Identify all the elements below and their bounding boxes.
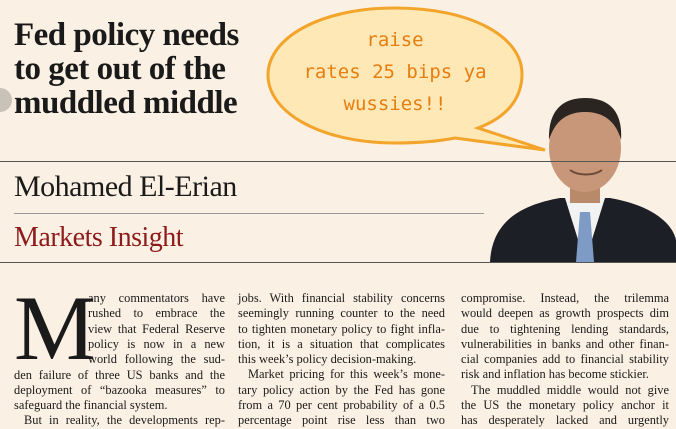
headline-line: Fed policy needs	[14, 17, 239, 53]
text-line: policy is now in a new	[88, 336, 225, 351]
rule	[0, 262, 676, 263]
text-line: cial companies add to financial stabilit…	[461, 352, 669, 367]
text-line: from a 70 per cent probability of a 0.5	[238, 398, 445, 413]
text-line: But in reality, the developments rep-	[24, 413, 225, 428]
text-line: compromise. Instead, the trilemma	[461, 291, 669, 305]
text-line: would deepen as growth prospects dim	[461, 306, 669, 321]
text-line: world following the sud-	[88, 352, 225, 367]
text-line: vulnerabilities in banks and other finan…	[461, 336, 669, 351]
headline: Fed policy needs to get out of the muddl…	[14, 18, 239, 120]
rule	[0, 161, 676, 162]
headline-line: to get out of the	[14, 51, 226, 87]
text-line: Market pricing for this week’s mone-	[248, 367, 445, 382]
bubble-text: raise rates 25 bips ya wussies!!	[280, 24, 510, 120]
rule	[14, 213, 484, 214]
text-line: the US the monetary policy anchor it	[461, 398, 669, 413]
text-line: this week’s policy decision-making.	[238, 352, 417, 367]
text-line: jobs. With financial stability concerns	[238, 291, 445, 305]
text-line: to tighten monetary policy to fight infl…	[238, 321, 445, 336]
bubble-line: wussies!!	[343, 93, 447, 115]
text-line: has desperately lacked and urgently	[461, 413, 669, 428]
text-line: risk and inflation has become stickier.	[461, 367, 649, 382]
text-line: deployment of “bazooka measures” to	[14, 382, 225, 397]
text-line: percentage point rise less than two	[238, 413, 445, 428]
text-line: due to tightening lending standards,	[461, 321, 669, 336]
text-line: seemingly running counter to the need	[238, 306, 445, 321]
column-1-top: any commentators have rushed to embrace …	[88, 291, 225, 367]
text-line: tary policy action by the Fed has gone	[238, 382, 445, 397]
text-line: any commentators have	[88, 291, 225, 305]
bubble-line: raise	[366, 29, 424, 51]
text-line: den failure of three US banks and the	[14, 367, 225, 382]
author: Mohamed El-Erian	[14, 170, 237, 203]
nav-tab	[0, 88, 12, 112]
section-label: Markets Insight	[14, 222, 184, 253]
text-line: rushed to embrace the	[88, 306, 225, 321]
text-line: tion, it is a situation that complicates	[238, 336, 445, 351]
text-line: view that Federal Reserve	[88, 321, 225, 336]
column-3: compromise. Instead, the trilemma would …	[461, 291, 669, 429]
headline-line: muddled middle	[14, 85, 238, 121]
drop-cap: M	[14, 277, 96, 379]
column-1-bottom: den failure of three US banks and the de…	[14, 368, 225, 429]
bubble-line: rates 25 bips ya	[303, 61, 487, 83]
column-2: jobs. With financial stability concerns …	[238, 291, 445, 429]
text-line: safeguard the financial system.	[14, 398, 168, 413]
speech-bubble	[266, 6, 546, 152]
text-line: The muddled middle would not give	[471, 382, 669, 397]
portrait	[490, 98, 676, 262]
